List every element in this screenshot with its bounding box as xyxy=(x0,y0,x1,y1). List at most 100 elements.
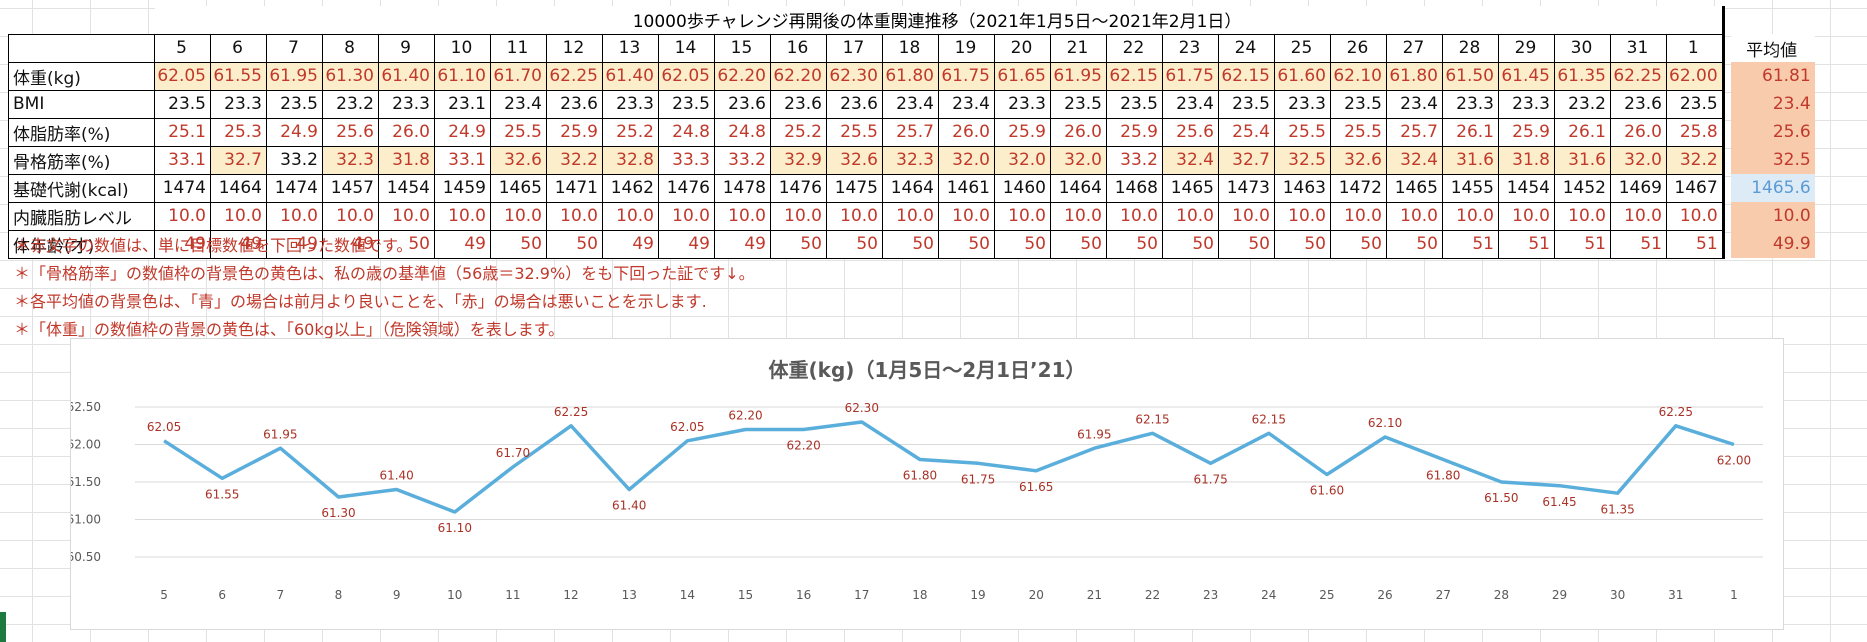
value-cell: 23.6 xyxy=(546,89,603,119)
data-label: 61.50 xyxy=(1484,491,1518,505)
day-header: 6 xyxy=(210,33,267,63)
value-cell: 26.0 xyxy=(1050,117,1107,147)
value-cell: 23.3 xyxy=(1442,89,1499,119)
value-cell: 32.3 xyxy=(322,145,379,175)
value-cell: 25.4 xyxy=(1218,117,1275,147)
day-header: 12 xyxy=(546,33,603,63)
value-cell: 23.5 xyxy=(658,89,715,119)
data-label: 62.20 xyxy=(728,409,762,423)
x-tick-label: 9 xyxy=(393,588,401,602)
data-label: 61.55 xyxy=(205,487,239,501)
value-cell: 33.2 xyxy=(714,145,771,175)
note-red-text: ＊赤文字の数値は、単に目標数値を下回った数値です。 xyxy=(14,236,413,255)
value-cell: 61.10 xyxy=(434,61,491,91)
row-label: 体重(kg) xyxy=(8,61,155,91)
value-cell: 23.3 xyxy=(602,89,659,119)
chart-title: 体重(kg)（1月5日～2月1日’21） xyxy=(769,358,1086,382)
y-tick-label: 61.50 xyxy=(71,475,101,489)
value-cell: 23.4 xyxy=(938,89,995,119)
y-tick-label: 60.50 xyxy=(71,550,101,564)
average-cell: 49.9 xyxy=(1730,230,1815,258)
weight-line-chart-svg: 体重(kg)（1月5日～2月1日’21） 62.05 61.55 61.95 61.3… xyxy=(67,358,1763,602)
value-cell: 31.6 xyxy=(1554,145,1611,175)
x-tick-label: 26 xyxy=(1377,588,1392,602)
value-cell: 61.60 xyxy=(1274,61,1331,91)
value-cell: 50 xyxy=(1330,229,1387,259)
x-tick-label: 7 xyxy=(277,588,285,602)
day-header: 29 xyxy=(1498,33,1555,63)
value-cell: 49 xyxy=(434,229,491,259)
value-cell: 23.5 xyxy=(154,89,211,119)
value-cell: 10.0 xyxy=(1218,201,1275,231)
gap-cell xyxy=(1723,202,1731,230)
x-tick-label: 15 xyxy=(738,588,753,602)
note-skeletal-yellow: ＊「骨格筋率」の数値枠の背景色の黄色は、私の歳の基準値（56歳＝32.9%）をも… xyxy=(14,264,755,283)
day-header: 24 xyxy=(1218,33,1275,63)
value-cell: 61.35 xyxy=(1554,61,1611,91)
day-header: 31 xyxy=(1610,33,1667,63)
x-tick-label: 11 xyxy=(505,588,520,602)
data-label: 62.25 xyxy=(1659,405,1693,419)
x-tick-label: 23 xyxy=(1203,588,1218,602)
day-header: 23 xyxy=(1162,33,1219,63)
value-cell: 32.6 xyxy=(1330,145,1387,175)
x-tick-label: 17 xyxy=(854,588,869,602)
value-cell: 1465 xyxy=(490,173,547,203)
day-header: 9 xyxy=(378,33,435,63)
value-cell: 1460 xyxy=(994,173,1051,203)
sheet-edge-marker xyxy=(0,612,6,642)
value-cell: 32.3 xyxy=(882,145,939,175)
day-header: 25 xyxy=(1274,33,1331,63)
value-cell: 23.4 xyxy=(1386,89,1443,119)
value-cell: 24.9 xyxy=(266,117,323,147)
day-header: 20 xyxy=(994,33,1051,63)
day-header: 19 xyxy=(938,33,995,63)
value-cell: 61.40 xyxy=(602,61,659,91)
row-label: 体年齢(才) xyxy=(8,229,155,259)
value-cell: 32.2 xyxy=(1666,145,1725,175)
day-header: 26 xyxy=(1330,33,1387,63)
x-tick-label: 14 xyxy=(680,588,695,602)
value-cell: 50 xyxy=(490,229,547,259)
value-cell: 23.4 xyxy=(882,89,939,119)
x-tick-label: 6 xyxy=(218,588,226,602)
day-header: 18 xyxy=(882,33,939,63)
value-cell: 10.0 xyxy=(1162,201,1219,231)
value-cell: 23.3 xyxy=(1498,89,1555,119)
value-cell: 10.0 xyxy=(1386,201,1443,231)
value-cell: 23.5 xyxy=(1330,89,1387,119)
value-cell: 62.00 xyxy=(1666,61,1725,91)
value-cell: 33.3 xyxy=(658,145,715,175)
gap-cell xyxy=(1723,146,1731,174)
value-cell: 61.75 xyxy=(938,61,995,91)
value-cell: 10.0 xyxy=(266,201,323,231)
value-cell: 10.0 xyxy=(434,201,491,231)
x-tick-label: 13 xyxy=(622,588,637,602)
value-cell: 25.8 xyxy=(1666,117,1725,147)
value-cell: 62.05 xyxy=(154,61,211,91)
value-cell: 1467 xyxy=(1666,173,1725,203)
value-cell: 25.7 xyxy=(1386,117,1443,147)
value-cell: 32.4 xyxy=(1386,145,1443,175)
value-cell: 50 xyxy=(546,229,603,259)
y-tick-label: 62.00 xyxy=(71,438,101,452)
gap-cell xyxy=(1723,62,1731,90)
value-cell: 62.30 xyxy=(826,61,883,91)
value-cell: 62.15 xyxy=(1106,61,1163,91)
value-cell: 1457 xyxy=(322,173,379,203)
data-label: 61.70 xyxy=(496,446,530,460)
x-tick-label: 19 xyxy=(970,588,985,602)
data-label: 62.15 xyxy=(1252,412,1286,426)
value-cell: 10.0 xyxy=(378,201,435,231)
value-cell: 23.5 xyxy=(1218,89,1275,119)
corner-cell xyxy=(9,6,155,34)
value-cell: 50 xyxy=(1386,229,1443,259)
value-cell: 32.0 xyxy=(1610,145,1667,175)
value-cell: 25.9 xyxy=(994,117,1051,147)
value-cell: 26.1 xyxy=(1442,117,1499,147)
x-tick-label: 20 xyxy=(1029,588,1044,602)
value-cell: 1455 xyxy=(1442,173,1499,203)
value-cell: 32.0 xyxy=(1050,145,1107,175)
data-label: 61.95 xyxy=(1077,427,1111,441)
x-tick-label: 29 xyxy=(1552,588,1567,602)
